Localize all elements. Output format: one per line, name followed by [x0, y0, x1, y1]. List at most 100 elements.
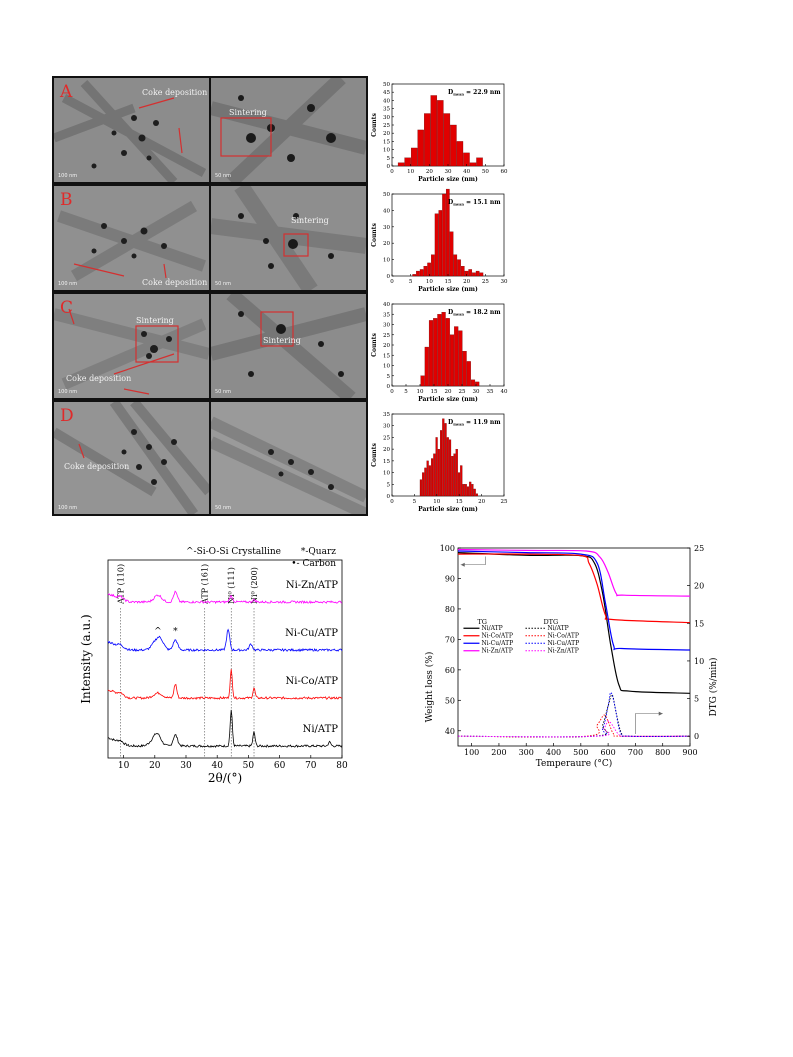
histogram-bar [450, 124, 457, 167]
coke-deposition-label-d: Coke deposition [64, 462, 130, 471]
x-tick-label: 25 [482, 279, 489, 285]
histogram-bar [453, 254, 458, 277]
dtg-axis-arrowhead [658, 711, 663, 716]
y-axis-label: Counts [371, 333, 378, 357]
x-tick-label: 15 [445, 279, 452, 285]
legend-label-tg: Ni-Cu/ATP [481, 640, 513, 647]
y-tick-label: 15 [383, 459, 390, 465]
histogram-bar [473, 488, 476, 497]
y-tick-label: 80 [445, 605, 455, 614]
legend-header-tg: TG [477, 618, 487, 626]
x-tick-label: 20 [426, 169, 433, 175]
histogram-bar [457, 259, 461, 277]
y-right-tick-label: 20 [694, 582, 704, 591]
x-tick-label: 20 [445, 389, 452, 395]
y-right-tick-label: 25 [694, 544, 704, 553]
histogram-bar [455, 448, 458, 497]
histogram-bar [424, 467, 427, 497]
sintering-label-c-right: Sintering [263, 336, 301, 345]
histogram-bar [444, 423, 447, 497]
dtg-series-line [457, 714, 691, 738]
histogram-bar [424, 113, 431, 167]
histogram-bar [456, 141, 464, 167]
x-tick-label: 500 [573, 748, 588, 757]
histogram-bar [475, 270, 480, 277]
coke-deposition-label-a: Coke deposition [142, 88, 208, 97]
y-tick-label: 20 [383, 131, 390, 137]
peak-marker: * [173, 627, 178, 637]
x-tick-label: 30 [473, 389, 480, 395]
histogram-bar [443, 113, 451, 167]
y-tick-label: 20 [383, 447, 390, 453]
y-axis-label: Counts [371, 113, 378, 137]
y-tick-label: 10 [383, 471, 390, 477]
histogram-bar [434, 213, 439, 277]
x-tick-label: 80 [336, 761, 348, 771]
histogram-bar [471, 484, 474, 497]
histogram-bar [448, 439, 452, 497]
y-tick-label: 40 [445, 727, 455, 736]
x-tick-label: 15 [431, 389, 438, 395]
histogram-bar [437, 100, 444, 167]
tem-image-c-left: C Sintering Coke deposition 100 nm [54, 294, 209, 398]
histogram-bar [419, 269, 424, 277]
x-tick-label: 0 [390, 279, 394, 285]
y-tick-label: 15 [383, 353, 390, 359]
x-tick-label: 5 [409, 279, 413, 285]
histogram-bar [417, 129, 424, 167]
y-tick-label: 60 [445, 666, 455, 675]
dtg-axis-arrow [635, 713, 663, 734]
histogram-bar [420, 375, 425, 387]
mean-size-annotation: Dmean = 11.9 nm [448, 419, 501, 427]
tg-axis-arrow [460, 556, 486, 566]
y-tick-label: 30 [383, 225, 390, 231]
y-tick-label: 40 [383, 98, 390, 104]
histogram-bar [426, 460, 429, 497]
tem-image-grid: A Coke deposition 100 nm Sintering 50 nm… [52, 76, 368, 516]
x-tick-label: 25 [459, 389, 466, 395]
x-tick-label: 30 [501, 279, 508, 285]
histogram-bar [445, 318, 450, 387]
scale-bar-c-left: 100 nm [58, 389, 78, 395]
x-tick-label: 10 [407, 169, 414, 175]
legend-label-tg: Ni/ATP [481, 625, 502, 632]
histogram-bar [469, 162, 477, 167]
histogram-bar [416, 270, 420, 277]
y-right-tick-label: 0 [694, 732, 699, 741]
y-tick-label: 100 [440, 544, 455, 553]
x-tick-label: 50 [243, 761, 255, 771]
mean-size-annotation: Dmean = 18.2 nm [448, 309, 501, 317]
xrd-series-line [107, 628, 343, 653]
scale-bar-c-right: 50 nm [215, 389, 231, 395]
reference-line-label: Ni⁰ (200) [250, 567, 259, 604]
y-tick-label: 25 [383, 333, 390, 339]
x-tick-label: 50 [482, 169, 489, 175]
panel-letter-c: C [60, 298, 74, 318]
x-tick-label: 800 [655, 748, 670, 757]
histogram-bar [475, 493, 478, 497]
x-tick-label: 30 [180, 761, 192, 771]
scale-bar-b-right: 50 nm [215, 281, 231, 287]
histogram-bar [423, 266, 428, 277]
x-tick-label: 0 [390, 389, 394, 395]
y-tick-label: 0 [387, 384, 391, 390]
histogram-bar [433, 453, 436, 497]
y-tick-label: 30 [383, 323, 390, 329]
x-tick-label: 900 [682, 748, 697, 757]
dtg-series-line [457, 694, 691, 738]
x-tick-label: 60 [274, 761, 286, 771]
y-tick-label: 30 [383, 424, 390, 430]
x-tick-label: 70 [305, 761, 317, 771]
scale-bar-a-right: 50 nm [215, 173, 231, 179]
tem-image-d-right: 50 nm [211, 402, 366, 514]
y-right-tick-label: 15 [694, 619, 704, 628]
panel-letter-a: A [60, 82, 73, 102]
y-tick-label: 45 [383, 90, 390, 96]
histogram-bar [428, 465, 431, 497]
y-tick-label: 0 [387, 274, 391, 280]
plot-frame [457, 547, 691, 747]
histogram-bar [442, 418, 445, 497]
sintering-label-b: Sintering [291, 216, 329, 225]
histogram-bar [440, 430, 443, 497]
histogram-bar [442, 193, 446, 277]
